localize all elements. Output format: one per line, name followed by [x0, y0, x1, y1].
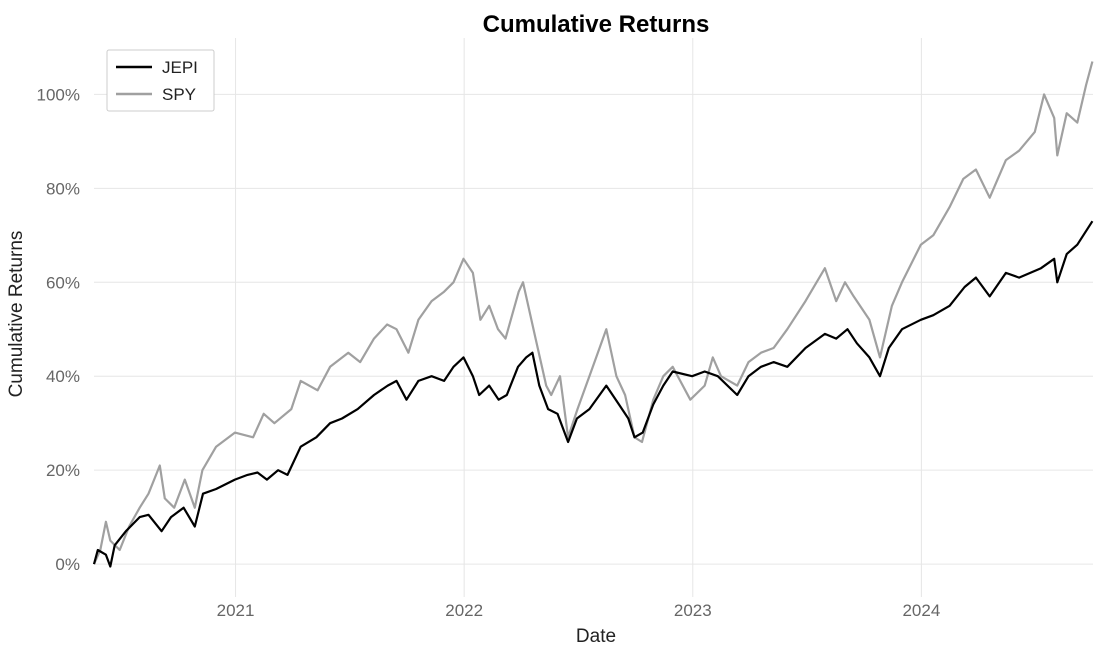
legend-box [106, 49, 215, 112]
y-tick-label: 0% [55, 555, 80, 574]
legend-label-spy: SPY [162, 85, 196, 104]
series-layer [92, 61, 1094, 568]
y-tick-label: 60% [46, 273, 80, 292]
legend-label-jepi: JEPI [162, 58, 198, 77]
grid-lines [94, 38, 1093, 597]
x-tick-label: 2022 [445, 601, 483, 620]
series-line-jepi [92, 220, 1094, 568]
y-tick-label: 80% [46, 179, 80, 198]
y-axis-label: Cumulative Returns [6, 231, 27, 398]
x-tick-label: 2024 [902, 601, 940, 620]
y-tick-label: 100% [37, 85, 80, 104]
x-tick-label: 2023 [674, 601, 712, 620]
x-tick-label: 2021 [217, 601, 255, 620]
x-axis-label: Date [576, 626, 616, 647]
y-tick-label: 20% [46, 461, 80, 480]
chart-title: Cumulative Returns [483, 11, 710, 38]
tick-labels: 0% 20% 40% 60% 80% 100% 2021 2022 2023 2024 [37, 85, 941, 620]
series-line-spy [92, 61, 1094, 565]
y-tick-label: 40% [46, 367, 80, 386]
legend: JEPI SPY [106, 49, 215, 112]
